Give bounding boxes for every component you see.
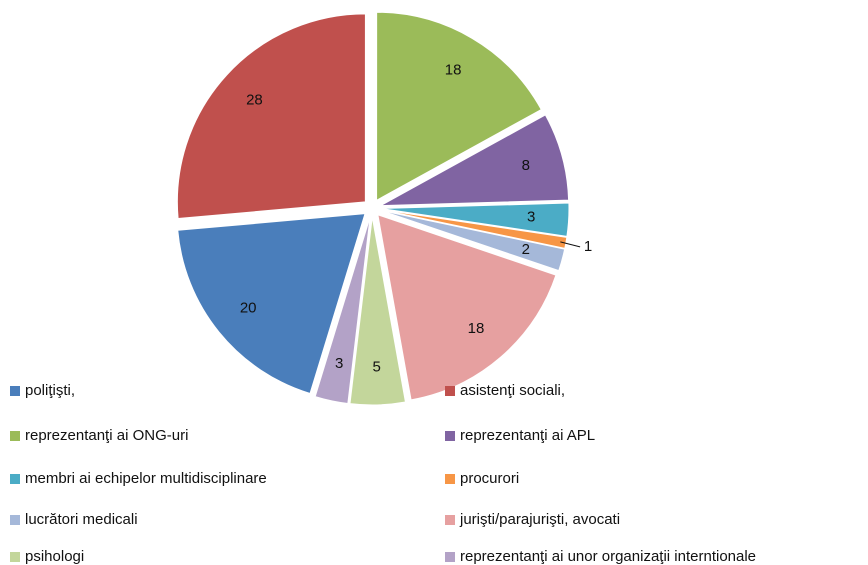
legend-swatch bbox=[445, 386, 455, 396]
data-label: 3 bbox=[527, 208, 535, 225]
legend-label: procurori bbox=[460, 470, 519, 487]
data-label: 2 bbox=[522, 241, 530, 258]
legend-label: reprezentanţi ai APL bbox=[460, 427, 595, 444]
pie-slice bbox=[380, 202, 570, 237]
legend-swatch bbox=[10, 474, 20, 484]
legend-label: jurişti/parajurişti, avocati bbox=[459, 511, 620, 528]
legend-label: asistenţi sociali, bbox=[460, 382, 565, 399]
legend-label: reprezentanţi ai ONG-uri bbox=[25, 427, 188, 444]
pie-slice bbox=[177, 213, 366, 395]
pie-slice bbox=[376, 11, 542, 202]
pie-slice bbox=[380, 114, 570, 207]
data-label: 18 bbox=[468, 320, 485, 337]
legend-label: psihologi bbox=[25, 548, 84, 565]
data-label: 20 bbox=[240, 299, 257, 316]
pie-slice bbox=[380, 209, 566, 272]
legend-label: lucrători medicali bbox=[25, 511, 138, 528]
leader-line bbox=[560, 241, 581, 248]
data-label: 18 bbox=[445, 62, 462, 79]
data-label: 1 bbox=[584, 238, 592, 255]
legend-swatch bbox=[445, 515, 455, 525]
legend-label: poliţişti, bbox=[25, 382, 75, 399]
legend-label: reprezentanţi ai unor organizaţii intern… bbox=[460, 548, 756, 565]
legend-swatch bbox=[445, 552, 455, 562]
data-label: 3 bbox=[335, 355, 343, 372]
legend-swatch bbox=[10, 431, 20, 441]
pie-slice bbox=[377, 214, 557, 401]
data-label: 8 bbox=[522, 157, 530, 174]
legend-label: membri ai echipelor multidisciplinare bbox=[25, 470, 267, 487]
legend-swatch bbox=[10, 515, 20, 525]
pie-slice bbox=[349, 216, 407, 406]
pie-slice bbox=[176, 13, 366, 220]
legend-swatch bbox=[445, 431, 455, 441]
legend-swatch bbox=[10, 552, 20, 562]
data-label: 5 bbox=[372, 358, 380, 375]
legend-swatch bbox=[445, 474, 455, 484]
legend-swatch bbox=[10, 386, 20, 396]
data-label: 28 bbox=[246, 91, 263, 108]
pie-slice bbox=[314, 216, 371, 405]
